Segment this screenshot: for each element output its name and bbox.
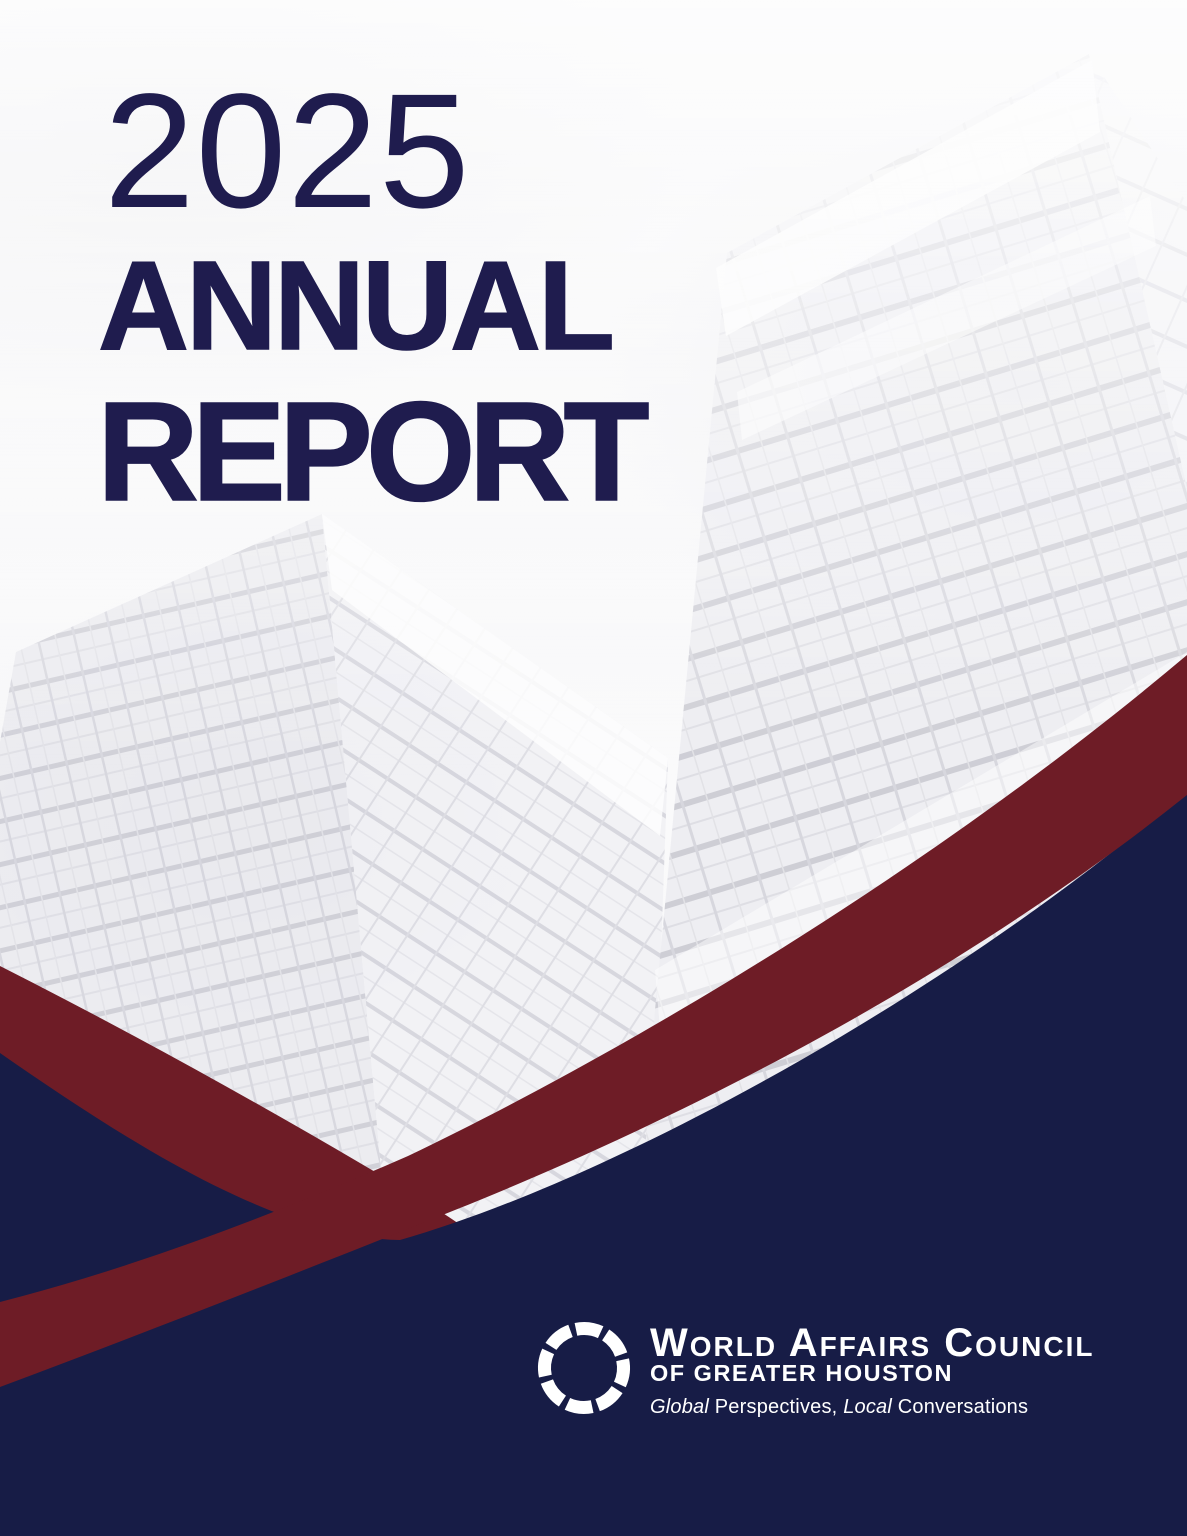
org-subname: OF GREATER HOUSTON	[650, 1360, 953, 1386]
org-name: World Affairs Council	[650, 1321, 1095, 1365]
logo-tagline: Global Perspectives, Local Conversations	[650, 1397, 1028, 1417]
maroon-swoosh-lower	[0, 655, 1187, 1387]
tagline-part: Global	[650, 1396, 710, 1418]
logo-ring-icon	[538, 1322, 630, 1414]
cover-title-annual: ANNUAL	[97, 235, 615, 376]
tagline-part: Local	[843, 1396, 892, 1418]
tagline-part: Conversations	[892, 1396, 1029, 1418]
navy-wave	[0, 791, 1187, 1536]
cover-title-report: REPORT	[96, 372, 650, 530]
tagline-part: Perspectives,	[709, 1396, 844, 1418]
cover-year: 2025	[104, 59, 471, 242]
